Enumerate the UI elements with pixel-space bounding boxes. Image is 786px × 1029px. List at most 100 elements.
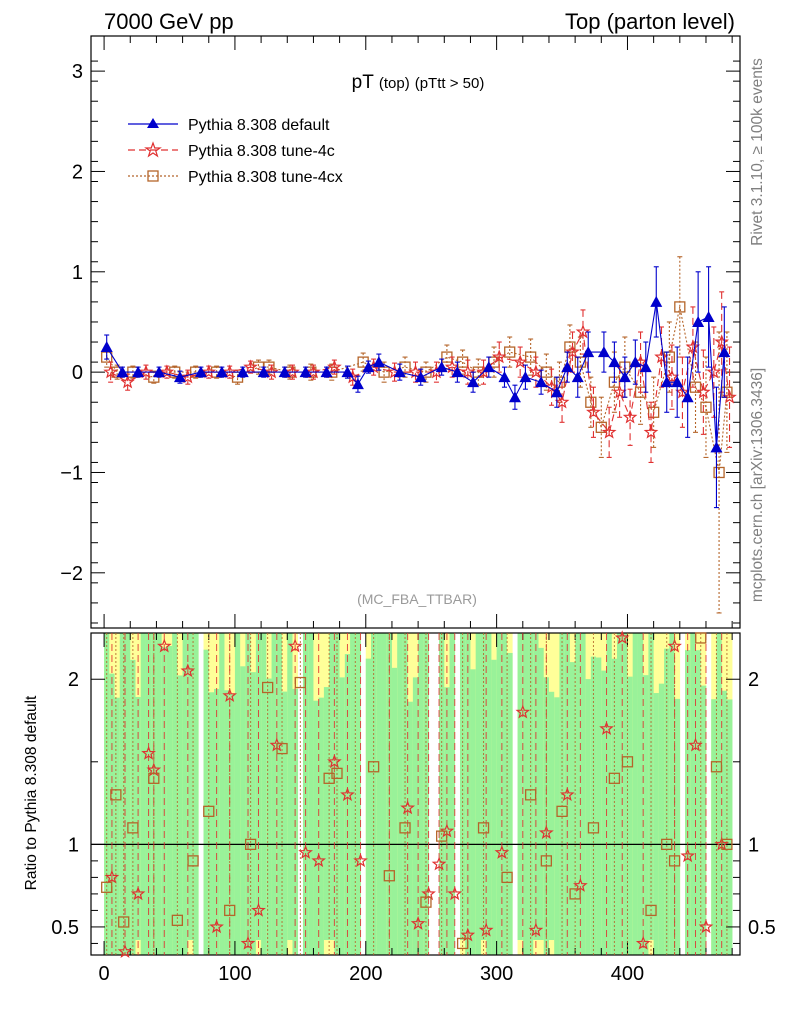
ratio-band-green <box>580 633 586 955</box>
data-point-star <box>408 364 423 379</box>
ratio-band-green <box>282 691 288 955</box>
ratio-band-green <box>622 633 628 955</box>
ratio-band-green <box>653 693 660 955</box>
ratio-band-green <box>507 652 513 955</box>
data-point-star <box>643 424 659 439</box>
data-point-star <box>311 853 326 868</box>
data-point-square <box>587 822 600 834</box>
ratio-band-green <box>313 700 319 955</box>
ratio-band-green <box>114 697 121 955</box>
data-point-square <box>294 676 307 689</box>
data-point-star <box>512 354 528 369</box>
ratio-y-tick-label: 1 <box>68 834 79 856</box>
ratio-band-green <box>119 633 126 955</box>
data-point-star <box>240 935 256 950</box>
ratio-band-green <box>308 633 314 955</box>
ratio-band-green <box>166 645 173 955</box>
data-point-triangle <box>582 346 595 358</box>
legend-triangle-marker <box>147 118 159 128</box>
ratio-plot-frame <box>90 632 741 956</box>
ratio-band-green <box>575 633 581 955</box>
ratio-band-green <box>234 633 241 955</box>
data-point-triangle <box>508 391 521 403</box>
ratio-band-green <box>287 633 293 940</box>
data-point-triangle <box>173 371 186 383</box>
ratio-band-green <box>339 677 346 955</box>
data-point-triangle <box>372 356 385 368</box>
data-point-triangle <box>257 366 270 378</box>
data-point-triangle <box>116 366 129 378</box>
data-point-square <box>710 761 723 773</box>
ratio-y-tick-label-right: 2 <box>748 669 759 691</box>
data-point-square <box>399 822 411 834</box>
ratio-band-green <box>229 693 236 955</box>
data-point-star <box>675 384 690 399</box>
data-point-triangle <box>194 366 207 378</box>
data-point-square <box>171 914 184 926</box>
ratio-band-green <box>554 697 560 955</box>
data-point-triangle <box>671 376 684 388</box>
data-point-square <box>261 681 274 694</box>
data-point-square <box>456 937 469 950</box>
data-point-triangle <box>639 361 652 373</box>
data-point-star <box>538 825 554 840</box>
data-point-triangle <box>451 366 464 378</box>
ratio-y-tick-label: 2 <box>68 669 79 691</box>
data-point-triangle <box>710 441 723 453</box>
main-y-tick-label: 1 <box>72 262 83 284</box>
data-point-triangle <box>341 366 354 378</box>
data-point-star <box>146 762 162 777</box>
data-point-star <box>680 848 696 863</box>
data-point-square <box>477 822 490 834</box>
ratio-band-green <box>533 633 539 940</box>
plot-title: pT (top) (pTtt > 50) <box>352 72 485 93</box>
legend-square-marker <box>147 170 159 182</box>
data-point-star <box>447 886 463 901</box>
ratio-band-green <box>172 633 178 955</box>
data-point-square <box>695 632 707 644</box>
data-point-star <box>180 663 196 678</box>
data-point-star <box>298 844 313 859</box>
data-point-star <box>685 339 701 354</box>
data-point-star <box>104 869 120 884</box>
ratio-band-green <box>496 633 503 955</box>
data-point-star <box>559 787 575 802</box>
ratio-band-green <box>187 633 194 940</box>
data-point-star <box>120 374 135 389</box>
data-point-square <box>621 756 634 768</box>
ratio-band-green <box>208 692 215 955</box>
ratio-band-green <box>240 666 246 955</box>
data-point-triangle <box>718 346 731 358</box>
main-y-tick-label: −1 <box>60 462 83 484</box>
ratio-band-green <box>271 633 278 955</box>
ratio-band-green <box>261 633 267 955</box>
data-point-square <box>668 855 681 867</box>
data-point-star <box>353 853 368 868</box>
data-point-star <box>285 364 300 379</box>
ratio-band-green <box>501 633 508 955</box>
data-point-star <box>421 886 436 901</box>
data-point-star <box>478 922 494 937</box>
data-point-star <box>515 704 531 719</box>
ratio-band-green <box>569 662 576 955</box>
data-point-triangle <box>535 376 548 388</box>
data-point-square <box>378 366 390 378</box>
ratio-band-green <box>376 633 382 955</box>
data-point-star <box>340 787 355 802</box>
legend-label-tune4cx: Pythia 8.308 tune-4cx <box>188 169 343 186</box>
ratio-band-green <box>219 633 225 955</box>
data-point-triangle <box>435 361 448 373</box>
data-point-star <box>494 844 510 859</box>
main-y-tick-label: 2 <box>72 161 83 183</box>
ratio-band-green <box>381 633 388 955</box>
data-point-star <box>664 369 680 384</box>
data-point-star <box>654 349 669 364</box>
main-plot-frame <box>90 35 741 629</box>
data-point-square <box>420 896 432 908</box>
data-point-star <box>444 359 460 374</box>
data-point-square <box>127 822 139 834</box>
ratio-band-green <box>329 633 335 940</box>
data-point-star <box>599 721 614 735</box>
legend-entry-default: Pythia 8.308 default <box>128 117 330 134</box>
